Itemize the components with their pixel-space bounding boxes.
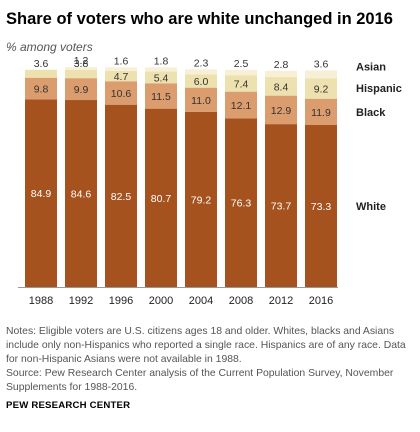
- bar-hispanic-2004: [185, 74, 217, 88]
- bar-white-1996: [105, 104, 137, 287]
- data-label-white-2000: 80.7: [151, 193, 172, 205]
- data-label-black-1992: 9.9: [74, 84, 89, 96]
- data-label-asian-1992: 1.2: [74, 55, 89, 67]
- x-tick-label-1996: 1996: [109, 295, 133, 307]
- data-label-asian-2012: 2.8: [274, 59, 289, 71]
- bar-hispanic-2008: [225, 75, 257, 92]
- bar-black-2016: [305, 98, 337, 126]
- bar-white-2000: [145, 108, 177, 287]
- data-label-hispanic-1996: 4.7: [114, 71, 129, 83]
- data-label-hispanic-2004: 6.0: [194, 76, 209, 88]
- bar-hispanic-2016: [305, 78, 337, 99]
- data-label-asian-2004: 2.3: [194, 57, 209, 69]
- data-label-white-2012: 73.7: [271, 201, 292, 213]
- data-label-black-1996: 10.6: [111, 88, 132, 100]
- bar-white-2004: [185, 111, 217, 287]
- data-label-black-2004: 11.0: [191, 95, 211, 107]
- bar-asian-2000: [145, 67, 177, 72]
- x-tick-label-2000: 2000: [149, 295, 173, 307]
- bar-black-2012: [265, 95, 297, 125]
- data-label-black-2008: 12.1: [231, 100, 252, 112]
- bar-black-2008: [225, 91, 257, 119]
- data-label-hispanic-1992: 3.8: [74, 58, 89, 70]
- x-tick-label-2012: 2012: [269, 295, 293, 307]
- x-tick-label-1988: 1988: [29, 295, 53, 307]
- notes-text: Notes: Eligible voters are U.S. citizens…: [6, 326, 406, 365]
- data-label-asian-2016: 3.6: [314, 58, 329, 70]
- data-label-asian-2000: 1.8: [154, 55, 169, 67]
- data-label-asian-1996: 1.6: [114, 55, 129, 67]
- bar-white-2012: [265, 124, 297, 287]
- bar-asian-2004: [185, 69, 217, 75]
- chart-title: Share of voters who are white unchanged …: [6, 10, 393, 28]
- data-label-hispanic-1988: 3.6: [34, 58, 49, 70]
- bar-asian-2008: [225, 69, 257, 76]
- legend-black: Black: [356, 107, 386, 119]
- data-label-white-1996: 82.5: [111, 191, 132, 203]
- bar-black-1996: [105, 81, 137, 105]
- bar-black-1988: [25, 77, 57, 100]
- data-label-hispanic-2012: 8.4: [274, 81, 289, 93]
- bar-black-1992: [65, 78, 97, 101]
- bar-hispanic-1988: [25, 69, 57, 78]
- data-label-white-1988: 84.9: [31, 188, 52, 200]
- data-label-black-2000: 11.5: [151, 91, 171, 103]
- x-tick-label-2008: 2008: [229, 295, 253, 307]
- legend-asian: Asian: [356, 61, 386, 73]
- bar-asian-1996: [105, 67, 137, 71]
- stacked-bar-chart: 84.9 9.8 3.6 1988 84.6 9.9 3.81.2 1992 82.5 10.6 4…: [18, 55, 402, 307]
- data-label-white-2016: 73.3: [311, 201, 332, 213]
- x-tick-label-1992: 1992: [69, 295, 93, 307]
- data-label-black-2012: 12.9: [271, 105, 292, 117]
- chart-notes: Notes: Eligible voters are U.S. citizens…: [6, 325, 411, 395]
- brand-label: PEW RESEARCH CENTER: [6, 400, 131, 411]
- bar-hispanic-2000: [145, 71, 177, 84]
- bar-asian-2016: [305, 70, 337, 79]
- data-label-hispanic-2016: 9.2: [314, 84, 329, 96]
- bar-white-2016: [305, 125, 337, 287]
- data-label-hispanic-2000: 5.4: [154, 72, 169, 84]
- data-label-white-2004: 79.2: [191, 194, 212, 206]
- legend-white: White: [356, 201, 386, 213]
- source-text: Source: Pew Research Center analysis of …: [6, 368, 394, 393]
- bar-hispanic-2012: [265, 77, 297, 96]
- chart-subtitle: % among voters: [6, 40, 93, 54]
- data-label-white-2008: 76.3: [231, 198, 252, 210]
- data-label-white-1992: 84.6: [71, 189, 92, 201]
- bar-black-2000: [145, 83, 177, 109]
- bar-white-1992: [65, 100, 97, 287]
- legend-hispanic: Hispanic: [356, 83, 402, 95]
- data-label-black-2016: 11.9: [311, 107, 331, 119]
- bar-hispanic-1996: [105, 70, 137, 82]
- bar-asian-2012: [265, 70, 297, 78]
- bar-asian-1992: [65, 67, 97, 70]
- x-tick-label-2004: 2004: [189, 295, 213, 307]
- data-label-black-1988: 9.8: [34, 84, 49, 96]
- bar-hispanic-1992: [65, 69, 97, 79]
- x-tick-label-2016: 2016: [309, 295, 333, 307]
- bar-white-2008: [225, 118, 257, 287]
- data-label-hispanic-2008: 7.4: [234, 78, 249, 90]
- bar-black-2004: [185, 87, 217, 112]
- bar-white-1988: [25, 99, 57, 287]
- data-label-asian-2008: 2.5: [234, 58, 249, 70]
